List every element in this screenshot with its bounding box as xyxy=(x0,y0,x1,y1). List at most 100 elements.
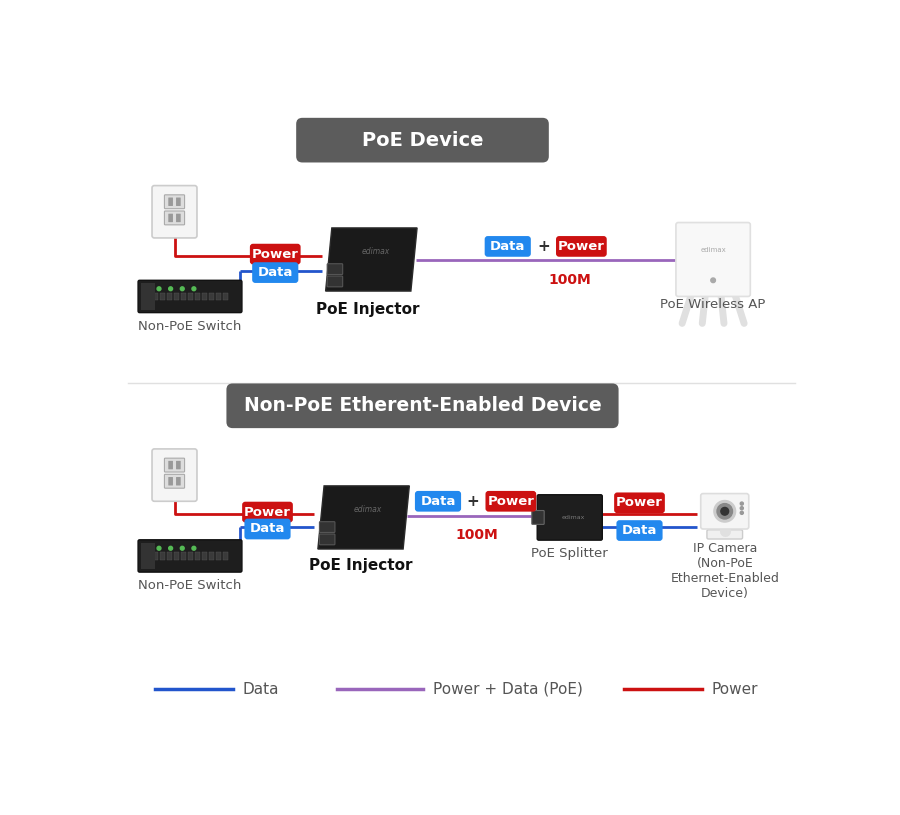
FancyBboxPatch shape xyxy=(320,534,335,544)
Text: Power: Power xyxy=(616,496,663,509)
FancyBboxPatch shape xyxy=(222,552,228,560)
FancyBboxPatch shape xyxy=(174,293,179,300)
FancyBboxPatch shape xyxy=(216,293,221,300)
FancyBboxPatch shape xyxy=(165,458,184,472)
FancyBboxPatch shape xyxy=(328,276,343,287)
Text: Data: Data xyxy=(622,524,657,537)
Text: Data: Data xyxy=(243,681,279,697)
FancyBboxPatch shape xyxy=(181,552,186,560)
FancyBboxPatch shape xyxy=(141,543,155,569)
FancyBboxPatch shape xyxy=(320,522,335,532)
Circle shape xyxy=(158,546,161,550)
FancyBboxPatch shape xyxy=(188,293,194,300)
Circle shape xyxy=(192,546,196,550)
FancyBboxPatch shape xyxy=(209,293,214,300)
Text: PoE Injector: PoE Injector xyxy=(317,302,420,317)
FancyBboxPatch shape xyxy=(168,197,173,206)
FancyBboxPatch shape xyxy=(328,264,343,275)
Text: Power: Power xyxy=(712,681,758,697)
Text: 100M: 100M xyxy=(455,528,498,542)
Polygon shape xyxy=(326,228,417,291)
FancyBboxPatch shape xyxy=(485,491,536,512)
Text: Power: Power xyxy=(558,240,605,253)
FancyBboxPatch shape xyxy=(242,502,292,522)
Circle shape xyxy=(741,502,743,505)
FancyBboxPatch shape xyxy=(537,495,602,540)
Text: IP Camera
(Non-PoE
Ethernet-Enabled
Device): IP Camera (Non-PoE Ethernet-Enabled Devi… xyxy=(670,542,779,600)
Circle shape xyxy=(168,546,173,550)
FancyBboxPatch shape xyxy=(138,540,242,572)
Text: Power + Data (PoE): Power + Data (PoE) xyxy=(433,681,582,697)
Text: +: + xyxy=(537,239,550,254)
Circle shape xyxy=(180,546,184,550)
FancyBboxPatch shape xyxy=(165,211,184,225)
FancyBboxPatch shape xyxy=(202,293,207,300)
FancyBboxPatch shape xyxy=(168,460,173,469)
Circle shape xyxy=(711,278,716,283)
Text: +: + xyxy=(466,494,479,509)
Circle shape xyxy=(168,287,173,291)
Text: Data: Data xyxy=(257,266,292,279)
FancyBboxPatch shape xyxy=(166,552,172,560)
Circle shape xyxy=(146,287,149,291)
FancyBboxPatch shape xyxy=(202,552,207,560)
FancyBboxPatch shape xyxy=(146,293,151,300)
FancyBboxPatch shape xyxy=(138,280,242,313)
Circle shape xyxy=(721,508,729,515)
Text: PoE Device: PoE Device xyxy=(362,130,483,150)
FancyBboxPatch shape xyxy=(176,460,181,469)
FancyBboxPatch shape xyxy=(168,477,173,486)
FancyBboxPatch shape xyxy=(222,293,228,300)
FancyBboxPatch shape xyxy=(174,552,179,560)
Text: edimax: edimax xyxy=(700,247,726,253)
FancyBboxPatch shape xyxy=(614,492,665,513)
Text: PoE Wireless AP: PoE Wireless AP xyxy=(661,298,766,311)
FancyBboxPatch shape xyxy=(296,118,549,162)
FancyBboxPatch shape xyxy=(701,494,749,529)
FancyBboxPatch shape xyxy=(209,552,214,560)
Text: Data: Data xyxy=(250,522,285,535)
Text: Non-PoE Switch: Non-PoE Switch xyxy=(139,319,242,333)
FancyBboxPatch shape xyxy=(152,186,197,238)
FancyBboxPatch shape xyxy=(485,236,531,257)
FancyBboxPatch shape xyxy=(165,474,184,488)
Circle shape xyxy=(180,287,184,291)
Circle shape xyxy=(146,546,149,550)
FancyBboxPatch shape xyxy=(152,449,197,501)
FancyBboxPatch shape xyxy=(415,491,461,512)
Text: PoE Injector: PoE Injector xyxy=(309,558,412,573)
FancyBboxPatch shape xyxy=(176,197,181,206)
FancyBboxPatch shape xyxy=(250,244,301,264)
Circle shape xyxy=(741,507,743,509)
FancyBboxPatch shape xyxy=(153,293,158,300)
Text: Non-PoE Etherent-Enabled Device: Non-PoE Etherent-Enabled Device xyxy=(244,396,601,416)
FancyBboxPatch shape xyxy=(556,236,607,257)
FancyBboxPatch shape xyxy=(194,552,200,560)
Text: Power: Power xyxy=(244,505,291,518)
Text: Data: Data xyxy=(420,495,455,508)
FancyBboxPatch shape xyxy=(227,384,618,428)
FancyBboxPatch shape xyxy=(146,552,151,560)
Text: Data: Data xyxy=(491,240,526,253)
FancyBboxPatch shape xyxy=(176,214,181,222)
Text: 100M: 100M xyxy=(548,273,591,288)
FancyBboxPatch shape xyxy=(181,293,186,300)
FancyBboxPatch shape xyxy=(160,552,166,560)
Text: Power: Power xyxy=(488,495,535,508)
FancyBboxPatch shape xyxy=(194,293,200,300)
FancyBboxPatch shape xyxy=(216,552,221,560)
Text: PoE Splitter: PoE Splitter xyxy=(531,547,608,560)
Text: Power: Power xyxy=(252,248,299,261)
FancyBboxPatch shape xyxy=(160,293,166,300)
FancyBboxPatch shape xyxy=(168,214,173,222)
Text: edimax: edimax xyxy=(362,247,390,256)
Text: Non-PoE Switch: Non-PoE Switch xyxy=(139,579,242,592)
Circle shape xyxy=(192,287,196,291)
Circle shape xyxy=(714,500,735,522)
FancyBboxPatch shape xyxy=(676,222,751,297)
FancyBboxPatch shape xyxy=(616,520,662,541)
FancyBboxPatch shape xyxy=(165,195,184,209)
FancyBboxPatch shape xyxy=(176,477,181,486)
FancyBboxPatch shape xyxy=(188,552,194,560)
FancyBboxPatch shape xyxy=(252,262,298,283)
